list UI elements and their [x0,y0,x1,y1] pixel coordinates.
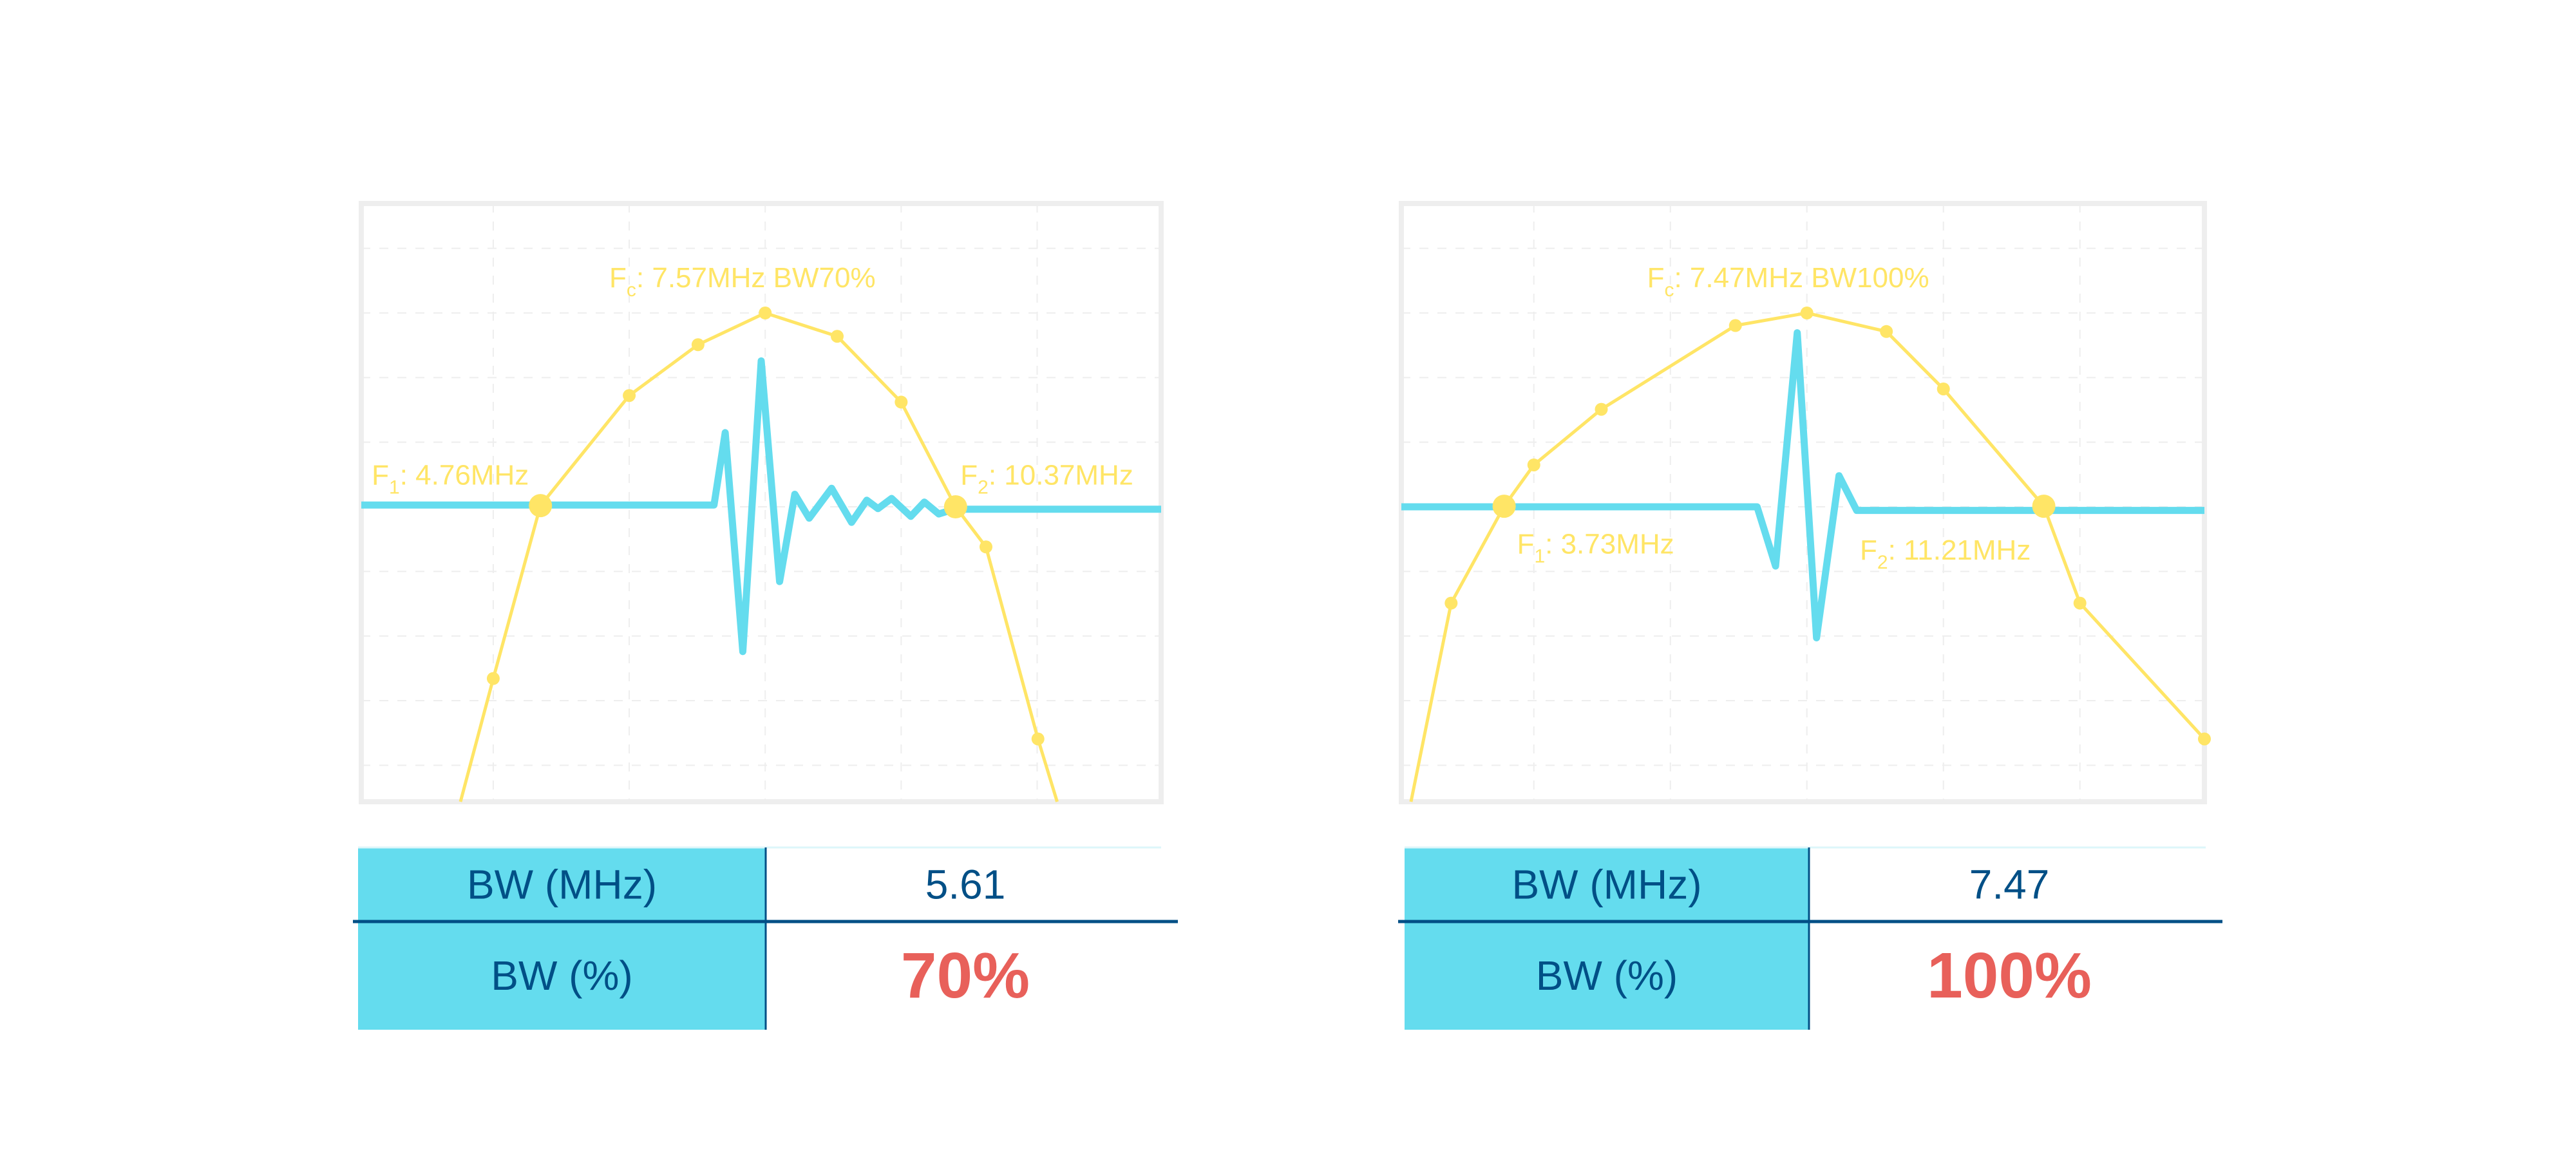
spectrum-point [1444,596,1458,610]
bw-percent-value: 100% [1927,940,2092,1012]
table-row-label: BW (MHz) [467,862,657,908]
spectrum-point [1595,402,1608,416]
fc-label: Fc: 7.47MHz BW100% [1647,262,1929,301]
spectrum-point [1728,319,1742,332]
spectrum-point [895,395,908,409]
spectrum-line [459,311,1059,802]
f2-marker [2032,495,2056,518]
f1-marker [529,494,553,518]
spectrum-point [691,338,705,352]
table-row-label: BW (%) [1536,952,1678,999]
spectrum-point [1937,382,1950,395]
fc-label: Fc: 7.57MHz BW70% [609,262,876,301]
f2-marker [943,495,967,519]
spectrum-point [486,672,500,685]
spectrum-line [1409,311,2206,802]
spectrum-point [759,307,772,320]
bw-mhz-value: 7.47 [1969,862,2050,908]
f1-label: F1: 3.73MHz [1517,528,1674,567]
plot-frame [1399,201,2207,804]
table-row-label: BW (MHz) [1511,862,1701,908]
f1-marker [1492,495,1516,518]
spectrum-point [1527,458,1540,471]
spectrum-point [2198,732,2211,746]
spectrum-point [980,540,993,554]
grid [1401,203,2204,802]
table-row-label: BW (%) [491,952,632,999]
bandwidth-table-1: BW (MHz) 5.61 BW (%) 70% [353,846,1178,1030]
bw-mhz-value: 5.61 [925,862,1006,908]
f1-label: F1: 4.76MHz [372,460,529,498]
chart-panel-1: Fc: 7.57MHz BW70% F1: 4.76MHz F2: 10.37MHz [359,201,1164,804]
table-header-column [358,847,766,1030]
waveform-line [1401,329,2204,641]
waveform-line [361,357,1161,656]
table-header-column [1405,847,1809,1030]
f2-label: F2: 11.21MHz [1860,534,2031,573]
spectrum-point [830,330,844,343]
spectrum-point [2073,596,2087,610]
chart-panel-2: Fc: 7.47MHz BW100% F1: 3.73MHz F2: 11.21MH… [1399,201,2211,804]
bw-percent-value: 70% [901,940,1030,1012]
spectrum-point [1880,325,1893,338]
spectrum-point [623,389,636,402]
spectrum-point [1031,732,1045,746]
bandwidth-table-2: BW (MHz) 7.47 BW (%) 100% [1398,846,2222,1030]
f2-label: F2: 10.37MHz [960,460,1133,498]
spectrum-point [1800,307,1814,320]
